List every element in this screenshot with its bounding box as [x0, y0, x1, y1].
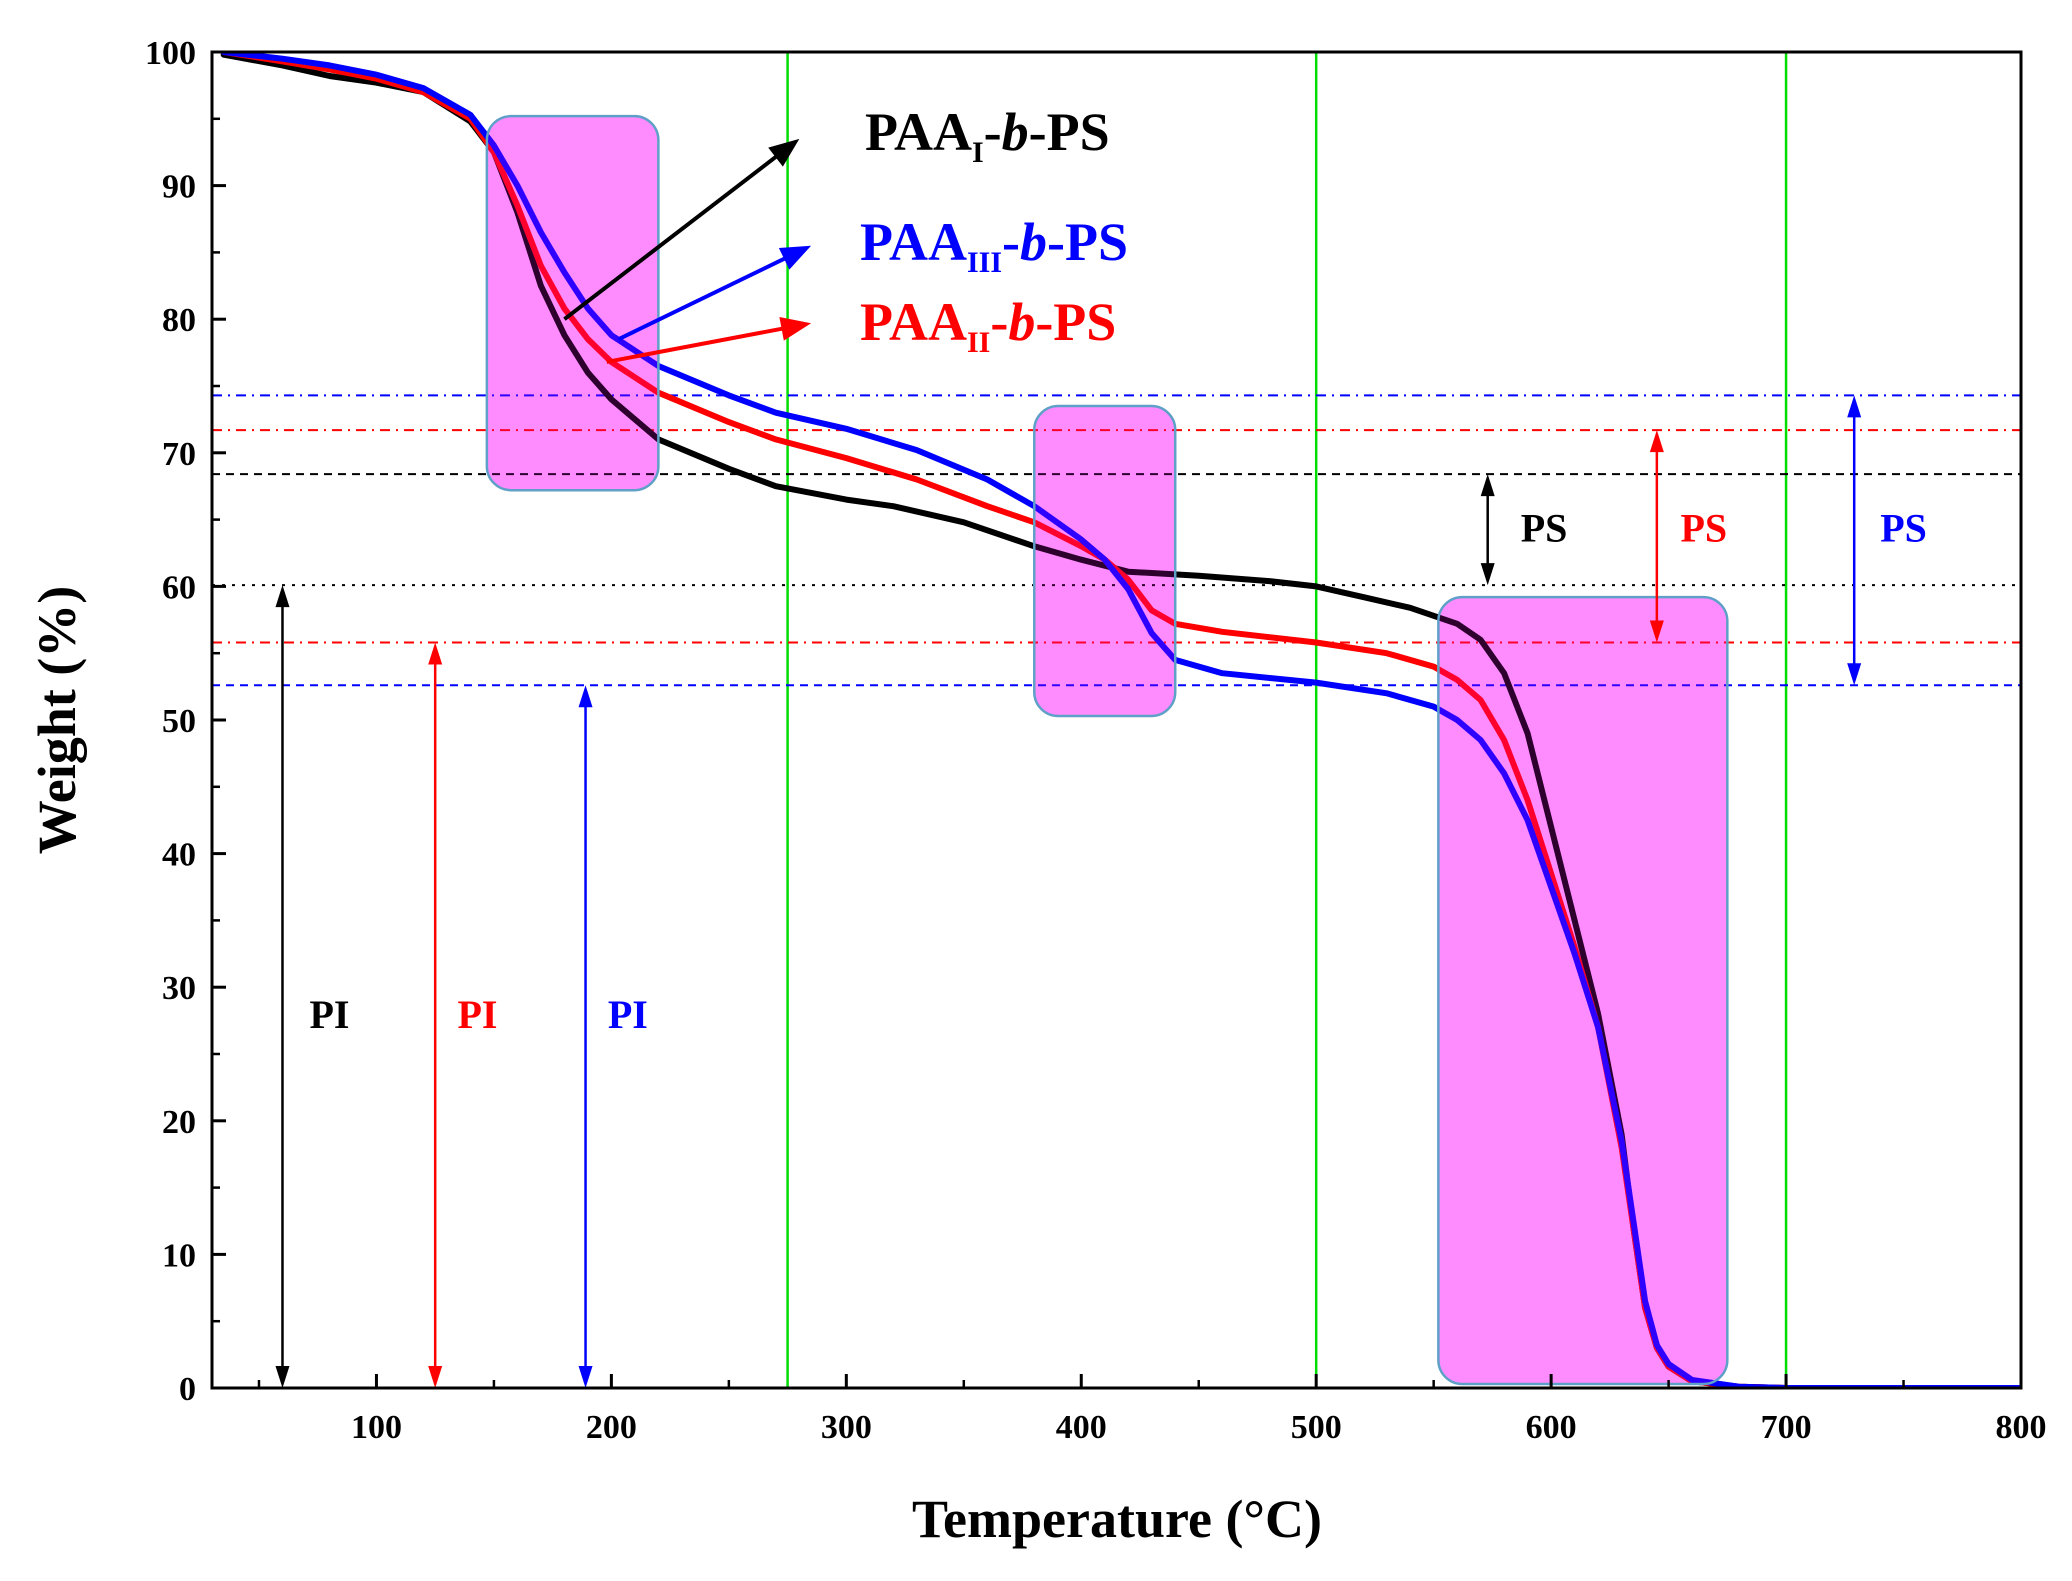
range-arrow-head-top-1: [428, 642, 443, 665]
x-tick-label-400: 400: [1056, 1409, 1107, 1446]
y-tick-label-90: 90: [162, 169, 196, 206]
pointer-arrow-line-1: [617, 254, 791, 342]
x-tick-label-100: 100: [351, 1409, 402, 1446]
label-paa1-sub: I: [972, 136, 984, 169]
label-paa3-ps: -PS: [1047, 212, 1128, 272]
y-tick-label-100: 100: [145, 35, 196, 72]
range-arrow-head-bottom-1: [428, 1366, 443, 1388]
label-paa1-b: b: [1002, 102, 1029, 162]
y-tick-label-40: 40: [162, 837, 196, 874]
highlight-region-2: [1438, 597, 1728, 1384]
annotation-arrows: PI PI PI PS PS PS: [275, 138, 1927, 1388]
highlight-region-overlay-1: [1033, 404, 1177, 718]
label-paa2-b: b: [1008, 292, 1035, 352]
label-paa2-sub: II: [967, 326, 990, 359]
range-arrow-head-bottom-3: [1480, 563, 1495, 586]
x-tick-label-600: 600: [1526, 1409, 1577, 1446]
label-paa2-main: PAA: [860, 292, 967, 352]
label-paa1-b-ps: PAAI-b-PS: [865, 102, 1110, 169]
y-tick-label-70: 70: [162, 436, 196, 473]
label-paa3-sub: III: [967, 246, 1002, 279]
range-label-ps-4: PS: [1680, 506, 1727, 551]
x-tick-label-500: 500: [1291, 1409, 1342, 1446]
pointer-arrow-line-0: [563, 151, 782, 321]
range-label-ps-3: PS: [1521, 506, 1568, 551]
horizontal-reference-lines: [212, 394, 2021, 687]
range-label-pi-2: PI: [608, 992, 648, 1037]
label-paa3-main: PAA: [860, 212, 967, 272]
highlight-regions: [486, 116, 1728, 1384]
highlight-region-overlay-0: [485, 114, 660, 492]
series-line-2: [220, 52, 2021, 1388]
range-arrow-head-bottom-0: [275, 1366, 290, 1388]
highlight-region-overlay-2: [1437, 595, 1729, 1386]
range-arrow-head-bottom-5: [1847, 663, 1862, 686]
vertical-reference-lines: [786, 52, 1788, 1388]
x-axis-title: Temperature (°C): [912, 1489, 1322, 1549]
label-paa1-main: PAA: [865, 102, 972, 162]
y-tick-label-20: 20: [162, 1104, 196, 1141]
y-tick-label-30: 30: [162, 970, 196, 1007]
range-arrow-head-top-5: [1847, 395, 1862, 418]
pointer-arrow-head-2: [779, 317, 812, 341]
label-paa2-ps: -PS: [1035, 292, 1116, 352]
range-arrow-head-top-2: [578, 685, 593, 708]
pointer-arrow-head-1: [778, 245, 812, 270]
label-paa2-b-ps: PAAII-b-PS: [860, 292, 1116, 359]
y-tick-label-10: 10: [162, 1237, 196, 1274]
range-arrow-head-top-3: [1480, 474, 1495, 497]
y-tick-label-0: 0: [179, 1371, 196, 1408]
range-arrow-head-top-4: [1649, 430, 1664, 453]
y-axis-title: Weight (%): [27, 586, 87, 854]
range-arrow-head-bottom-2: [578, 1366, 593, 1388]
x-tick-label-700: 700: [1761, 1409, 1812, 1446]
range-arrow-head-top-0: [275, 585, 290, 608]
range-label-pi-0: PI: [309, 992, 349, 1037]
label-paa1-ps: -PS: [1029, 102, 1110, 162]
y-tick-label-60: 60: [162, 569, 196, 606]
x-tick-label-800: 800: [1996, 1409, 2047, 1446]
range-label-pi-1: PI: [457, 992, 497, 1037]
pointer-arrow-line-2: [606, 325, 788, 364]
label-paa3-b: b: [1020, 212, 1047, 272]
pointer-arrow-head-0: [768, 138, 800, 167]
range-arrow-head-bottom-4: [1649, 620, 1664, 643]
y-tick-label-80: 80: [162, 302, 196, 339]
x-tick-label-300: 300: [821, 1409, 872, 1446]
x-tick-label-200: 200: [586, 1409, 637, 1446]
highlight-regions-overlay: [485, 114, 1729, 1386]
series-lines: [220, 52, 2021, 1388]
range-label-ps-5: PS: [1880, 506, 1927, 551]
axes: 100 200 300 400 500 600 700 800 0 10 20 30 40 50 60 70 8…: [145, 35, 2047, 1446]
y-tick-label-50: 50: [162, 703, 196, 740]
label-paa3-b-ps: PAAIII-b-PS: [860, 212, 1128, 279]
